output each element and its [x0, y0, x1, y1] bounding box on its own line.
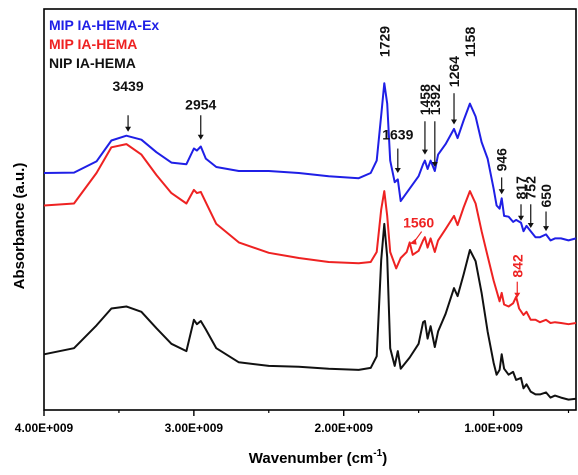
peak-arrowhead-3439	[125, 126, 132, 132]
peak-label-1264: 1264	[446, 56, 462, 87]
peak-label-842: 842	[509, 254, 525, 278]
peak-label-3439: 3439	[112, 78, 143, 94]
peak-label-817: 817	[513, 176, 529, 200]
peak-arrowhead-946	[498, 189, 505, 195]
spectra	[43, 82, 577, 401]
legend-entry-1: MIP IA-HEMA	[49, 36, 137, 52]
peak-arrowhead-1392	[431, 161, 438, 167]
peak-arrowhead-650	[543, 226, 550, 232]
peak-label-1560: 1560	[403, 215, 434, 231]
series-line-2	[43, 222, 577, 401]
peak-arrowhead-752	[527, 222, 534, 228]
peak-arrowhead-2954	[197, 134, 204, 140]
plot-frame	[43, 8, 577, 411]
x-axis-title-main: Wavenumber (cm	[249, 450, 373, 467]
x-tick-label-3: 1.00E+009	[464, 421, 523, 435]
x-axis-ticks: 4.00E+009 3.00E+009 2.00E+009 1.00E+009	[15, 410, 570, 435]
peak-arrowhead-1639	[394, 168, 401, 174]
x-tick-label-1: 3.00E+009	[165, 421, 224, 435]
peak-arrowhead-817	[518, 215, 525, 221]
series-line-1	[43, 143, 577, 326]
x-axis-title-sup: -1	[373, 448, 382, 459]
legend: MIP IA-HEMA-Ex MIP IA-HEMA NIP IA-HEMA	[49, 17, 159, 71]
x-axis-title: Wavenumber (cm-1)	[249, 448, 387, 467]
peak-arrowhead-1264	[451, 119, 458, 125]
peak-label-2954: 2954	[185, 96, 216, 112]
legend-entry-0: MIP IA-HEMA-Ex	[49, 17, 159, 33]
peak-arrowhead-1458	[421, 149, 428, 155]
peak-label-1729: 1729	[376, 26, 392, 57]
peak-label-1458: 1458	[417, 84, 433, 115]
x-axis-title-close: )	[382, 450, 387, 467]
peak-label-946: 946	[494, 148, 510, 172]
x-tick-label-2: 2.00E+009	[315, 421, 374, 435]
y-axis-title: Absorbance (a.u.)	[11, 163, 28, 290]
peak-label-650: 650	[538, 184, 554, 208]
peak-label-1158: 1158	[462, 27, 478, 58]
legend-entry-2: NIP IA-HEMA	[49, 55, 136, 71]
peak-arrowhead-842	[514, 292, 521, 298]
peak-label-1392: 1392	[427, 84, 443, 115]
series-line-0	[43, 82, 577, 242]
peak-label-1639: 1639	[382, 126, 413, 142]
peak-label-752: 752	[523, 176, 539, 200]
x-tick-label-0: 4.00E+009	[15, 421, 74, 435]
peak-arrowhead-1560-diag	[409, 238, 417, 245]
